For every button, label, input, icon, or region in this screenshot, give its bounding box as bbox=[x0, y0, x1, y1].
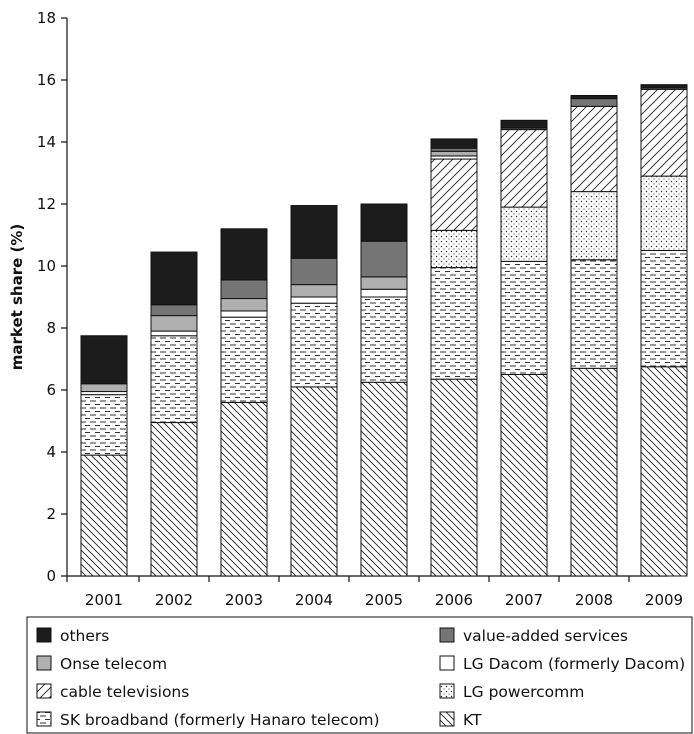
legend-label-cable-televisions: cable televisions bbox=[60, 683, 189, 701]
bar-segment-others-2009 bbox=[640, 84, 688, 89]
bar-segment-cable-televisions-2007 bbox=[500, 129, 548, 208]
bar-segment-cable-televisions-2006 bbox=[430, 158, 478, 231]
bar-segment-sk-broadband-formerly-hanaro-telecom-2002 bbox=[150, 335, 198, 424]
y-axis-title: market share (%) bbox=[8, 224, 26, 371]
legend-label-lg-powercomm: LG powercomm bbox=[463, 683, 584, 701]
bar-segment-kt-2003 bbox=[220, 401, 268, 577]
bar-segment-lg-powercomm-2007 bbox=[500, 206, 548, 262]
y-tick-label: 6 bbox=[46, 381, 56, 399]
bar-segment-value-added-services-2002 bbox=[150, 304, 198, 317]
bar-segment-lg-powercomm-2008 bbox=[570, 191, 618, 261]
bar-segment-sk-broadband-formerly-hanaro-telecom-2005 bbox=[360, 296, 408, 383]
bar-segment-kt-2001 bbox=[80, 454, 128, 577]
bar-segment-sk-broadband-formerly-hanaro-telecom-2009 bbox=[640, 250, 688, 368]
y-tick-label: 12 bbox=[37, 195, 56, 213]
bar-segment-lg-dacom-formerly-dacom-2002 bbox=[150, 330, 198, 337]
y-tick-label: 8 bbox=[46, 319, 56, 337]
bar-segment-others-2006 bbox=[430, 138, 478, 149]
x-tick-label: 2008 bbox=[575, 591, 613, 609]
bar-segment-lg-powercomm-2006 bbox=[430, 229, 478, 269]
bar-segment-kt-2005 bbox=[360, 381, 408, 577]
bar-segment-lg-dacom-formerly-dacom-2005 bbox=[360, 288, 408, 298]
bar-segment-value-added-services-2003 bbox=[220, 279, 268, 300]
legend-swatch-kt bbox=[439, 711, 455, 727]
x-tick-label: 2004 bbox=[295, 591, 333, 609]
bar-segment-kt-2006 bbox=[430, 378, 478, 577]
bar-segment-others-2007 bbox=[500, 119, 548, 129]
bar-segment-sk-broadband-formerly-hanaro-telecom-2006 bbox=[430, 267, 478, 380]
bar-segment-kt-2004 bbox=[290, 386, 338, 577]
legend-label-value-added-services: value-added services bbox=[463, 627, 628, 645]
bar-segment-others-2001 bbox=[80, 335, 128, 385]
legend-label-kt: KT bbox=[463, 711, 482, 729]
bar-segment-others-2002 bbox=[150, 251, 198, 306]
legend-swatch-onse-telecom bbox=[36, 655, 52, 671]
y-tick-label: 14 bbox=[37, 133, 56, 151]
bar-segment-onse-telecom-2006 bbox=[430, 150, 478, 157]
x-tick-label: 2005 bbox=[365, 591, 403, 609]
bar-segment-kt-2002 bbox=[150, 422, 198, 577]
legend-swatch-value-added-services bbox=[439, 627, 455, 643]
y-tick-label: 0 bbox=[46, 567, 56, 585]
bar-segment-kt-2008 bbox=[570, 367, 618, 577]
x-tick-label: 2002 bbox=[155, 591, 193, 609]
bar-segment-onse-telecom-2004 bbox=[290, 284, 338, 298]
bar-segment-others-2008 bbox=[570, 95, 618, 100]
bar-segment-sk-broadband-formerly-hanaro-telecom-2001 bbox=[80, 394, 128, 456]
bar-segment-sk-broadband-formerly-hanaro-telecom-2008 bbox=[570, 259, 618, 369]
legend-label-sk-broadband-formerly-hanaro-telecom: SK broadband (formerly Hanaro telecom) bbox=[60, 711, 380, 729]
x-tick-label: 2009 bbox=[645, 591, 683, 609]
legend-swatch-lg-powercomm bbox=[439, 683, 455, 699]
bar-segment-onse-telecom-2002 bbox=[150, 315, 198, 332]
x-tick-label: 2007 bbox=[505, 591, 543, 609]
bar-segment-lg-dacom-formerly-dacom-2003 bbox=[220, 310, 268, 318]
bar-segment-value-added-services-2004 bbox=[290, 257, 338, 286]
bar-segment-lg-dacom-formerly-dacom-2004 bbox=[290, 296, 338, 304]
bar-segment-sk-broadband-formerly-hanaro-telecom-2004 bbox=[290, 302, 338, 388]
bar-segment-sk-broadband-formerly-hanaro-telecom-2003 bbox=[220, 316, 268, 403]
legend-label-lg-dacom-formerly-dacom: LG Dacom (formerly Dacom) bbox=[463, 655, 685, 673]
bar-segment-kt-2009 bbox=[640, 366, 688, 577]
bar-segment-others-2005 bbox=[360, 203, 408, 242]
legend-swatch-sk-broadband-formerly-hanaro-telecom bbox=[36, 711, 52, 727]
bar-segment-sk-broadband-formerly-hanaro-telecom-2007 bbox=[500, 260, 548, 376]
legend-box bbox=[26, 616, 693, 734]
bar-segment-onse-telecom-2003 bbox=[220, 298, 268, 312]
y-tick-label: 18 bbox=[37, 9, 56, 27]
bar-segment-onse-telecom-2005 bbox=[360, 276, 408, 290]
y-tick-label: 4 bbox=[46, 443, 56, 461]
bar-segment-onse-telecom-2001 bbox=[80, 383, 128, 393]
y-tick-label: 2 bbox=[46, 505, 56, 523]
x-tick-label: 2006 bbox=[435, 591, 473, 609]
bar-segment-others-2004 bbox=[290, 205, 338, 259]
bar-segment-cable-televisions-2008 bbox=[570, 105, 618, 193]
bar-segment-kt-2007 bbox=[500, 374, 548, 577]
bar-segment-cable-televisions-2009 bbox=[640, 88, 688, 177]
bar-segment-others-2003 bbox=[220, 228, 268, 281]
legend-swatch-cable-televisions bbox=[36, 683, 52, 699]
legend-label-others: others bbox=[60, 627, 109, 645]
x-tick-label: 2001 bbox=[85, 591, 123, 609]
bar-segment-value-added-services-2005 bbox=[360, 240, 408, 278]
y-tick-label: 10 bbox=[37, 257, 56, 275]
legend-label-onse-telecom: Onse telecom bbox=[60, 655, 167, 673]
x-tick-label: 2003 bbox=[225, 591, 263, 609]
y-tick-label: 16 bbox=[37, 71, 56, 89]
legend-swatch-lg-dacom-formerly-dacom bbox=[439, 655, 455, 671]
legend-swatch-others bbox=[36, 627, 52, 643]
bar-segment-value-added-services-2008 bbox=[570, 98, 618, 107]
bar-segment-lg-powercomm-2009 bbox=[640, 175, 688, 252]
